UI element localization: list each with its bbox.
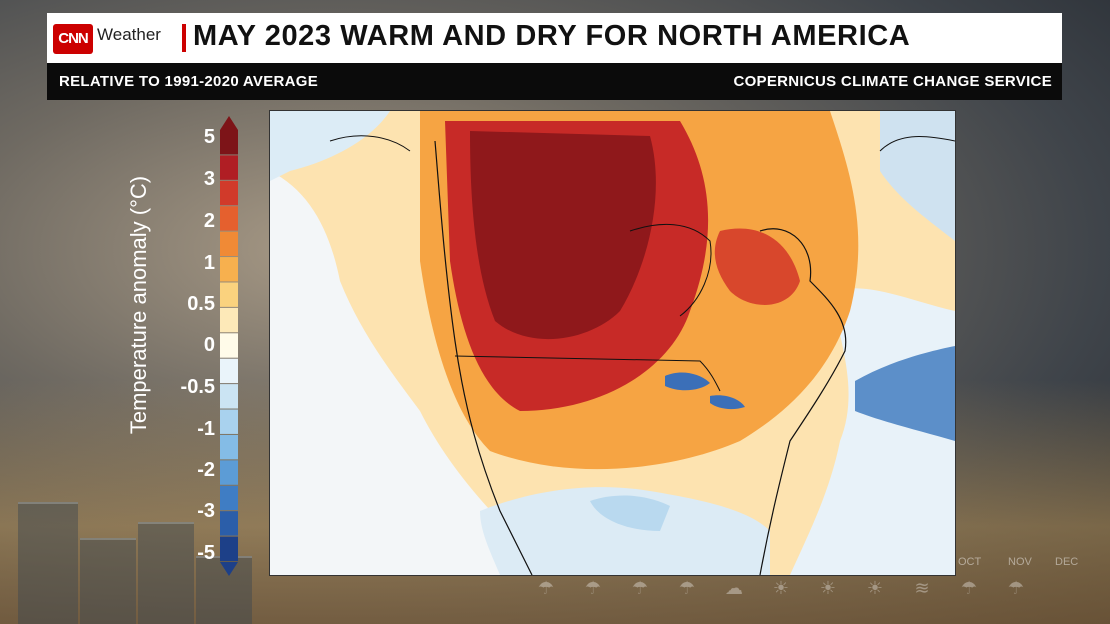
legend-tick: 1 [203, 252, 215, 274]
ramp-cell [220, 130, 238, 155]
ramp-cell [220, 155, 238, 180]
greenland-coastline [879, 136, 955, 152]
ramp-cell [220, 333, 238, 358]
great-lakes [710, 395, 745, 410]
greenland-cool [880, 111, 955, 241]
cloud-rain-icon: ☂ [960, 578, 978, 599]
ramp-cell [220, 307, 238, 333]
ramp-cell [220, 434, 238, 460]
arctic-coastline [329, 135, 411, 152]
ramp-cell [220, 231, 238, 257]
quebec-warm [714, 228, 800, 305]
warm-dark-core [470, 131, 656, 340]
ramp-cell [220, 485, 238, 511]
us-canada-border [454, 355, 721, 392]
ramp-cell [220, 282, 238, 307]
ramp-cell [220, 511, 238, 536]
pacific-region [270, 171, 530, 575]
legend-tick: -3 [197, 500, 215, 522]
ramp-cell [220, 257, 238, 282]
atlantic-coastline [759, 228, 847, 575]
color-ramp [220, 116, 238, 576]
baseline-label: RELATIVE TO 1991-2020 AVERAGE [59, 73, 319, 90]
cloud-rain-icon: ☂ [631, 578, 649, 599]
ramp-bottom-arrow [220, 562, 238, 576]
cloud-rain-icon: ☂ [1007, 578, 1025, 599]
legend-title: Temperature anomaly (°C) [126, 175, 151, 435]
ramp-cell [220, 180, 238, 206]
background-bar-graphic [18, 500, 268, 624]
anomaly-map [269, 110, 956, 576]
legend-tick: -1 [197, 418, 215, 440]
hudson-bay-outline [629, 223, 712, 317]
sun-icon: ☀ [772, 578, 790, 599]
legend-tick: 0.5 [187, 293, 215, 315]
background-month: NOV [1008, 556, 1032, 568]
source-label: COPERNICUS CLIMATE CHANGE SERVICE [733, 73, 1052, 90]
background-month: OCT [958, 556, 982, 568]
cloud-rain-icon: ☂ [678, 578, 696, 599]
cloud-rain-icon: ☂ [537, 578, 555, 599]
background-weather-icons: ☂ ☂ ☂ ☂ ☁ ☀ ☀ ☀ ≋ ☂ ☂ [525, 578, 1085, 606]
page-title: MAY 2023 WARM AND DRY FOR NORTH AMERICA [193, 20, 911, 52]
cnn-logo: CNN [53, 24, 93, 54]
cloud-icon: ☁ [725, 578, 743, 599]
pacific-coastline [434, 140, 533, 575]
legend-tick: 3 [203, 168, 215, 190]
legend-tick: -0.5 [180, 376, 215, 398]
cloud-rain-icon: ☂ [584, 578, 602, 599]
arctic-northwest [270, 111, 390, 181]
southern-us-cool [480, 487, 770, 575]
ramp-cells [220, 130, 238, 561]
ramp-cell [220, 536, 238, 561]
ramp-cell [220, 358, 238, 384]
legend-tick: 0 [203, 334, 215, 356]
legend-tick: 5 [203, 126, 215, 148]
legend-tick: -2 [197, 459, 215, 481]
weather-brand-label: Weather [97, 25, 161, 44]
title-divider [182, 24, 186, 52]
ramp-cell [220, 460, 238, 485]
legend-tick: 2 [203, 210, 215, 232]
wind-icon: ≋ [914, 578, 930, 599]
subtitle-bar: RELATIVE TO 1991-2020 AVERAGE COPERNICUS… [47, 63, 1062, 100]
ramp-cell [220, 409, 238, 434]
ramp-top-arrow [220, 116, 238, 130]
ramp-cell [220, 384, 238, 409]
map-svg [270, 111, 955, 575]
great-lakes [665, 372, 710, 391]
texas-cool [590, 495, 670, 531]
title-bar: CNN Weather MAY 2023 WARM AND DRY FOR NO… [47, 13, 1062, 63]
atlantic-cold-band [855, 346, 955, 441]
sun-icon: ☀ [866, 578, 884, 599]
sun-icon: ☀ [819, 578, 837, 599]
legend-tick: -5 [197, 542, 215, 564]
ramp-cell [220, 206, 238, 231]
background-month: DEC [1055, 556, 1079, 568]
